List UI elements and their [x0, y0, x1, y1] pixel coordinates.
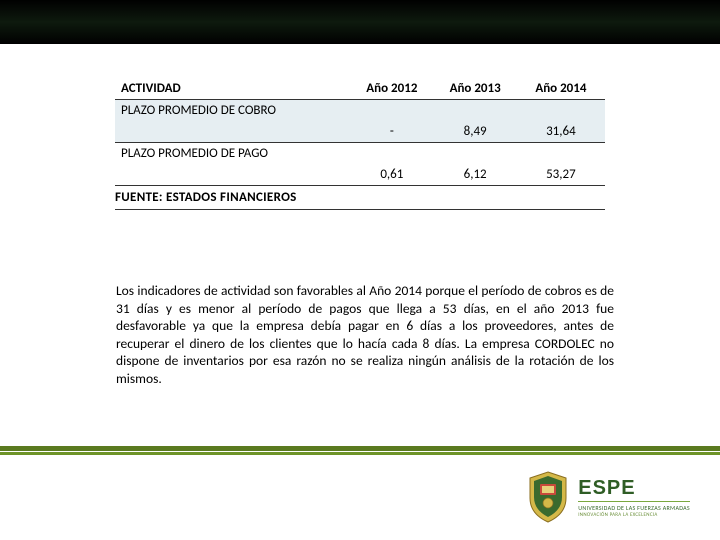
espe-logo: ESPE UNIVERSIDAD DE LAS FUERZAS ARMADAS … — [526, 470, 690, 524]
cell — [433, 100, 516, 122]
cell-2013: 6,12 — [433, 164, 516, 186]
cell-2014: 31,64 — [517, 121, 605, 143]
row-label: PLAZO PROMEDIO DE PAGO — [115, 143, 350, 165]
shield-icon — [526, 470, 570, 524]
cell — [517, 100, 605, 122]
table-row: - 8,49 31,64 — [115, 121, 605, 143]
col-2012: Año 2012 — [350, 78, 433, 100]
activity-table: ACTIVIDAD Año 2012 Año 2013 Año 2014 PLA… — [115, 78, 605, 186]
cell-2013: 8,49 — [433, 121, 516, 143]
body-paragraph: Los indicadores de actividad son favorab… — [116, 282, 614, 387]
cell-2014: 53,27 — [517, 164, 605, 186]
footer-bar-2 — [0, 452, 720, 455]
cell — [350, 143, 433, 165]
table-row: PLAZO PROMEDIO DE COBRO — [115, 100, 605, 122]
logo-subtitle-1: UNIVERSIDAD DE LAS FUERZAS ARMADAS — [578, 501, 690, 512]
table-row: 0,61 6,12 53,27 — [115, 164, 605, 186]
footer-bar-1 — [0, 446, 720, 451]
cell — [115, 121, 350, 143]
cell-2012: - — [350, 121, 433, 143]
row-label: PLAZO PROMEDIO DE COBRO — [115, 100, 350, 122]
top-gradient-bar — [0, 0, 720, 44]
col-2014: Año 2014 — [517, 78, 605, 100]
cell — [350, 100, 433, 122]
logo-text-group: ESPE UNIVERSIDAD DE LAS FUERZAS ARMADAS … — [578, 477, 690, 518]
col-actividad: ACTIVIDAD — [115, 78, 350, 100]
col-2013: Año 2013 — [433, 78, 516, 100]
logo-brand: ESPE — [578, 477, 690, 500]
activity-table-container: ACTIVIDAD Año 2012 Año 2013 Año 2014 PLA… — [115, 78, 605, 210]
table-header-row: ACTIVIDAD Año 2012 Año 2013 Año 2014 — [115, 78, 605, 100]
cell-2012: 0,61 — [350, 164, 433, 186]
cell — [433, 143, 516, 165]
cell — [517, 143, 605, 165]
cell — [115, 164, 350, 186]
footer-divider — [0, 446, 720, 456]
table-row: PLAZO PROMEDIO DE PAGO — [115, 143, 605, 165]
table-footnote: FUENTE: ESTADOS FINANCIEROS — [115, 186, 605, 210]
logo-subtitle-2: INNOVACIÓN PARA LA EXCELENCIA — [578, 512, 690, 518]
